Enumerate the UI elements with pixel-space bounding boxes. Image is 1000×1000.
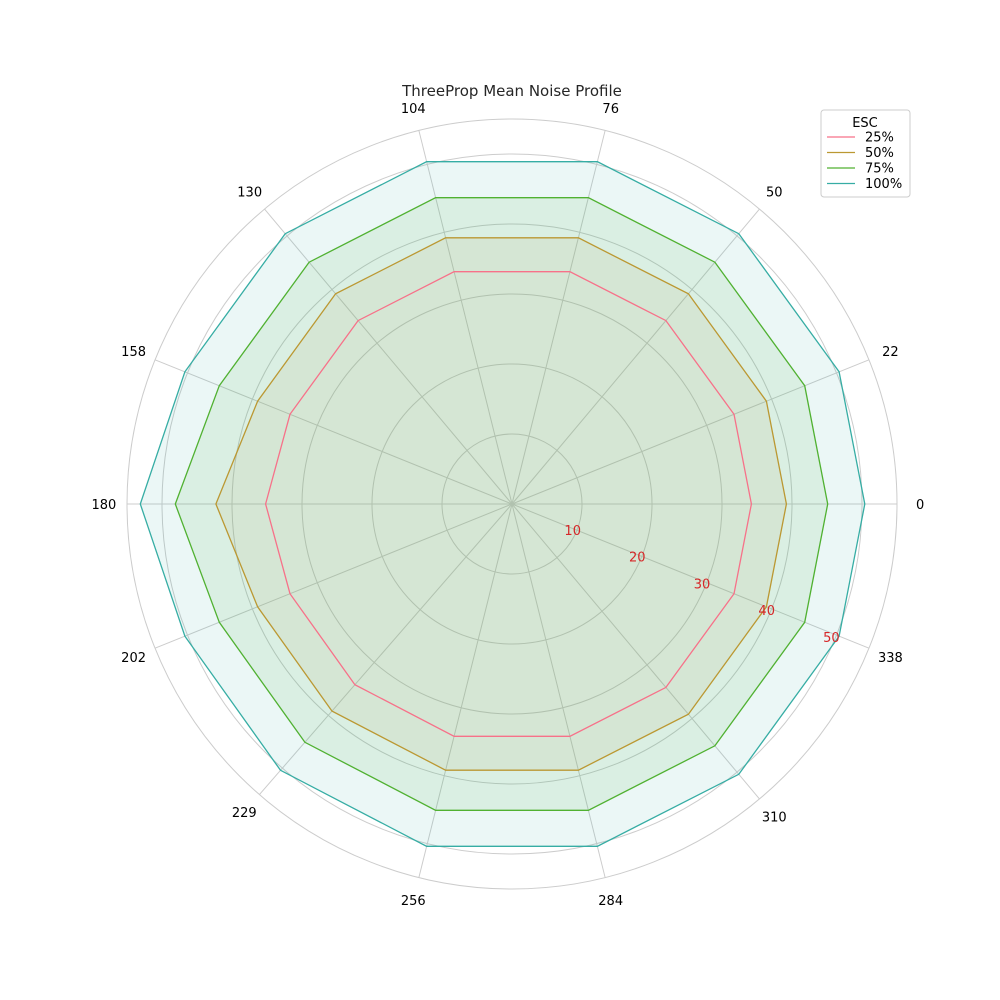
angle-tick-label: 0 bbox=[916, 498, 924, 513]
angle-tick-label: 104 bbox=[401, 102, 426, 117]
legend-items: 25%50%75%100% bbox=[827, 131, 902, 192]
legend-label: 75% bbox=[865, 162, 894, 177]
angle-tick-label: 76 bbox=[602, 102, 619, 117]
legend-label: 25% bbox=[865, 131, 894, 146]
polar-grid bbox=[126, 118, 898, 890]
angular-gridline bbox=[154, 503, 513, 649]
radial-tick-labels: 10 20 30 40 50 bbox=[564, 524, 839, 646]
angle-tick-label: 50 bbox=[766, 185, 783, 200]
series-line-2 bbox=[174, 197, 829, 811]
radial-tick-label: 50 bbox=[823, 631, 840, 646]
inner-overlap-fill bbox=[215, 237, 787, 771]
angular-gridline bbox=[259, 503, 513, 795]
angular-gridline bbox=[511, 130, 606, 505]
angular-gridline bbox=[511, 503, 606, 878]
series-line-1 bbox=[215, 237, 788, 771]
radial-tick-label: 30 bbox=[694, 577, 711, 592]
angular-gridline bbox=[511, 503, 870, 649]
angle-tick-label: 130 bbox=[237, 185, 262, 200]
angle-tick-label: 180 bbox=[91, 498, 116, 513]
legend-label: 100% bbox=[865, 177, 902, 192]
angle-tick-labels: 0 22 50 76 104 130 158 180 202 229 256 284 310 338 bbox=[91, 102, 924, 909]
angle-tick-label: 310 bbox=[762, 811, 787, 826]
angle-tick-label: 22 bbox=[882, 345, 899, 360]
angle-tick-label: 202 bbox=[121, 651, 146, 666]
angular-gridline bbox=[511, 359, 870, 505]
series-fills bbox=[140, 161, 865, 847]
angular-gridline bbox=[511, 208, 760, 505]
angular-gridline bbox=[264, 208, 513, 505]
angle-tick-label: 338 bbox=[878, 651, 903, 666]
radial-tick-label: 10 bbox=[564, 524, 581, 539]
angle-tick-label: 158 bbox=[121, 345, 146, 360]
angular-gridline bbox=[511, 503, 760, 800]
radial-tick-label: 40 bbox=[758, 604, 775, 619]
series-fill-3 bbox=[140, 161, 865, 847]
series-line-3 bbox=[139, 161, 866, 847]
angular-gridline bbox=[418, 130, 513, 505]
chart-title: ThreeProp Mean Noise Profile bbox=[401, 82, 622, 100]
legend-title: ESC bbox=[852, 116, 878, 131]
angular-gridline bbox=[154, 359, 513, 505]
angle-tick-label: 256 bbox=[401, 894, 426, 909]
angle-tick-label: 284 bbox=[598, 894, 623, 909]
legend-label: 50% bbox=[865, 146, 894, 161]
angle-tick-label: 229 bbox=[232, 806, 257, 821]
radial-tick-label: 20 bbox=[629, 551, 646, 566]
legend: ESC 25%50%75%100% bbox=[820, 109, 911, 198]
angular-gridline bbox=[418, 503, 513, 878]
series-fill-2 bbox=[175, 197, 828, 811]
legend-frame bbox=[820, 109, 911, 198]
series-lines bbox=[139, 161, 866, 847]
series-line-0 bbox=[264, 271, 753, 737]
